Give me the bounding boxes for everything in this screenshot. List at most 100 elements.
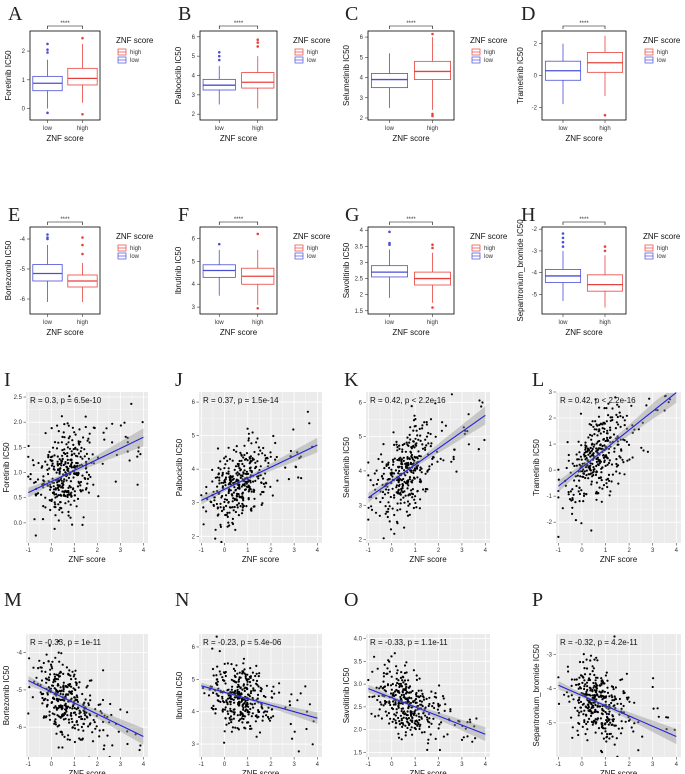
data-point [586, 720, 589, 724]
signif-label: **** [579, 217, 589, 223]
data-point [402, 496, 405, 499]
data-point [627, 443, 631, 446]
data-point [415, 678, 418, 682]
data-point [590, 703, 593, 706]
data-point [612, 720, 615, 723]
data-point [415, 674, 418, 677]
outlier-point [256, 306, 260, 310]
x-tick-label: 0 [223, 548, 227, 554]
data-point [58, 724, 61, 727]
x-tick-label: 1 [413, 762, 417, 768]
data-point [397, 472, 400, 475]
x-tick-label: high [427, 126, 438, 132]
data-point [570, 499, 573, 502]
data-point [430, 690, 433, 693]
scatter-points [200, 410, 314, 543]
signif-bracket [389, 221, 433, 225]
data-point [462, 426, 465, 429]
data-point [625, 427, 629, 430]
data-point [375, 469, 378, 472]
data-point [71, 439, 74, 442]
data-point [251, 431, 254, 434]
data-point [373, 655, 376, 658]
data-point [663, 395, 667, 398]
data-point [404, 474, 407, 477]
data-point [136, 483, 139, 486]
data-point [245, 470, 248, 473]
plot-background [366, 392, 490, 543]
data-point [237, 514, 240, 517]
data-point [438, 723, 441, 726]
data-point [82, 729, 85, 732]
data-point [637, 428, 640, 431]
data-point [55, 471, 58, 474]
data-point [91, 731, 94, 734]
data-point [418, 507, 421, 510]
data-point [249, 466, 252, 469]
data-point [619, 425, 622, 428]
data-point [100, 712, 103, 715]
data-point [589, 455, 592, 458]
y-axis-label: Sepantronium_bromide IC50 [532, 644, 541, 747]
data-point [585, 706, 588, 709]
data-point [377, 478, 380, 481]
data-point [236, 492, 239, 496]
data-point [288, 700, 291, 703]
data-point [607, 461, 611, 465]
data-point [66, 714, 69, 717]
data-point [402, 711, 405, 715]
data-point [580, 444, 583, 447]
data-point [609, 426, 612, 429]
data-point [73, 452, 76, 455]
data-point [126, 450, 129, 453]
data-point [607, 402, 610, 405]
data-point [597, 727, 601, 730]
data-point [394, 722, 398, 725]
scatter-points [27, 640, 142, 757]
data-point [72, 675, 75, 678]
data-point [57, 519, 60, 522]
data-point [594, 676, 598, 679]
data-point [255, 664, 258, 668]
data-point [585, 474, 588, 477]
plot-background [556, 634, 681, 757]
data-point [468, 718, 471, 721]
y-tick-label: -4 [547, 687, 553, 693]
data-point [87, 703, 90, 707]
data-point [214, 707, 217, 711]
data-point [215, 502, 218, 506]
data-point [444, 703, 447, 706]
data-point [571, 736, 574, 739]
data-point [87, 702, 90, 705]
legend-label: low [657, 254, 667, 260]
data-point [391, 507, 394, 510]
data-point [243, 702, 246, 705]
data-point [585, 713, 588, 716]
data-point [583, 455, 586, 458]
plot-background [556, 392, 681, 543]
legend-label: high [130, 246, 141, 252]
data-point [609, 416, 612, 419]
data-point [582, 494, 586, 497]
data-point [619, 415, 622, 418]
data-point [382, 472, 385, 475]
regression-line [28, 680, 144, 737]
data-point [409, 426, 412, 429]
data-point [569, 490, 573, 493]
outlier-point [561, 245, 565, 248]
data-point [426, 718, 429, 721]
data-point [85, 452, 88, 455]
data-point [87, 457, 90, 460]
data-point [249, 667, 252, 670]
data-point [611, 416, 614, 419]
data-point [230, 718, 233, 721]
correlation-annotation: R = -0.23, p = 5.4e-06 [203, 638, 282, 647]
data-point [205, 485, 208, 489]
data-point [577, 698, 581, 702]
panel-letter: G [345, 204, 359, 226]
data-point [598, 406, 601, 409]
data-point [73, 711, 76, 714]
data-point [202, 506, 205, 509]
data-point [85, 471, 88, 474]
data-point [376, 698, 379, 702]
